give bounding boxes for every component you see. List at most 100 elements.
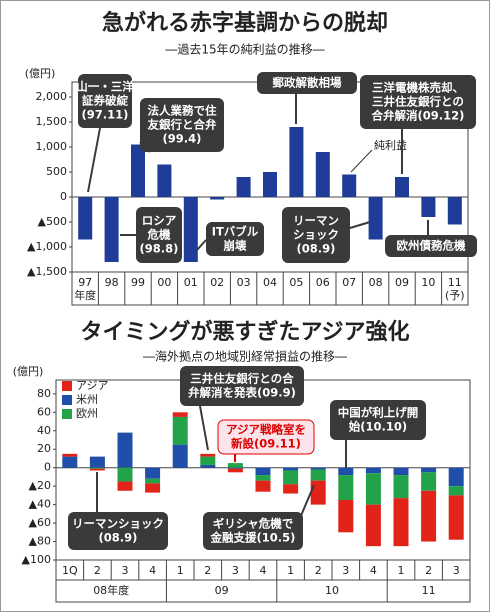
bar bbox=[368, 197, 383, 240]
x-tick-label: 3 bbox=[232, 564, 239, 577]
x-group-label: 09 bbox=[215, 584, 229, 597]
x-tick-label: 03 bbox=[237, 276, 251, 289]
bar bbox=[62, 456, 78, 468]
annotation-text: 三井住友銀行との bbox=[372, 95, 464, 109]
y-tick-label: ▲40 bbox=[29, 498, 51, 511]
annotation-box bbox=[206, 222, 264, 256]
bar bbox=[255, 475, 271, 481]
annotation-box bbox=[257, 72, 357, 94]
chart-subtitle: ―過去15年の純利益の推移― bbox=[165, 43, 324, 57]
bar bbox=[395, 177, 409, 197]
bar bbox=[365, 473, 381, 505]
y-unit: (億円) bbox=[25, 67, 56, 80]
annotation-text: ギリシャ危機で bbox=[213, 517, 294, 531]
bar bbox=[227, 467, 243, 469]
bar bbox=[89, 456, 105, 468]
y-tick-label: ▲20 bbox=[29, 479, 51, 492]
bar bbox=[227, 463, 243, 468]
annotation-pointer bbox=[87, 127, 101, 193]
bar bbox=[289, 127, 304, 197]
annotation-text: アジア戦略室を bbox=[226, 423, 306, 437]
bar bbox=[421, 472, 437, 491]
annotation-text: 中国が利上げ開 bbox=[338, 406, 419, 420]
x-tick-label: 2 bbox=[94, 564, 101, 577]
bar bbox=[421, 467, 437, 473]
annotation-text: 金融支援(10.5) bbox=[210, 531, 296, 545]
bar bbox=[338, 500, 354, 533]
annotation-text: 三井住友銀行との合 bbox=[190, 372, 294, 386]
x-tick-label: 98 bbox=[105, 276, 119, 289]
annotation-box bbox=[136, 207, 182, 263]
x-group-label: 10 bbox=[325, 584, 339, 597]
x-group-label: 11 bbox=[422, 584, 436, 597]
annotation-box bbox=[330, 400, 426, 440]
x-tick-label: 2 bbox=[204, 564, 211, 577]
y-tick-label: ▲500 bbox=[38, 215, 67, 228]
x-unit: 年度 bbox=[74, 288, 96, 302]
bar bbox=[89, 468, 105, 471]
annotation-text: リーマン bbox=[293, 214, 339, 228]
bar bbox=[283, 470, 299, 485]
bar bbox=[365, 504, 381, 547]
legend-swatch bbox=[62, 381, 72, 391]
bar bbox=[310, 469, 326, 481]
x-tick-label: 08 bbox=[369, 276, 383, 289]
bar bbox=[183, 197, 198, 262]
y-tick-label: ▲60 bbox=[29, 516, 51, 529]
bar bbox=[131, 144, 145, 197]
bar bbox=[145, 483, 161, 493]
x-tick-label: 99 bbox=[131, 276, 145, 289]
y-tick-label: 40 bbox=[37, 424, 51, 437]
y-tick-label: ▲80 bbox=[29, 535, 51, 548]
bar bbox=[338, 475, 354, 500]
bar bbox=[310, 480, 326, 505]
bar bbox=[393, 475, 409, 499]
series-label-pointer bbox=[350, 149, 373, 173]
annotation-text: (98.8) bbox=[140, 242, 179, 256]
annotation-text: 危機 bbox=[147, 228, 171, 242]
annotation-box bbox=[203, 512, 303, 550]
bar bbox=[172, 444, 188, 468]
annotation-text: 始(10.10) bbox=[349, 420, 407, 434]
bar bbox=[172, 412, 188, 417]
x-tick-label: 11 bbox=[448, 276, 462, 289]
bar bbox=[421, 490, 437, 542]
y-tick-label: 80 bbox=[37, 387, 51, 400]
x-tick-label: 02 bbox=[210, 276, 224, 289]
y-tick-label: 0 bbox=[60, 190, 67, 203]
bar bbox=[200, 464, 216, 468]
y-tick-label: 1,500 bbox=[36, 115, 68, 128]
y-tick-label: 1,000 bbox=[36, 140, 68, 153]
annotation-box bbox=[217, 419, 315, 455]
annotation-box bbox=[360, 75, 476, 129]
chart-title: タイミングが悪すぎたアジア強化 bbox=[80, 319, 409, 345]
y-tick-label: 60 bbox=[37, 405, 51, 418]
x-tick-label: 4 bbox=[260, 564, 267, 577]
bar bbox=[263, 172, 277, 197]
x-tick-label: 06 bbox=[316, 276, 330, 289]
bar bbox=[255, 480, 271, 492]
x-tick-label: 1 bbox=[177, 564, 184, 577]
x-tick-label: 01 bbox=[184, 276, 198, 289]
legend-label: 米州 bbox=[76, 393, 98, 406]
y-tick-label: 2,000 bbox=[36, 90, 68, 103]
x-tick-label: 05 bbox=[289, 276, 303, 289]
x-tick-label: 2 bbox=[425, 564, 432, 577]
x-tick-label: 4 bbox=[370, 564, 377, 577]
annotation-text: 合弁解消(09.12) bbox=[372, 109, 465, 123]
annotation-text: 証券破綻 bbox=[82, 94, 128, 108]
bar bbox=[236, 177, 251, 197]
bar bbox=[310, 467, 326, 470]
bar bbox=[393, 498, 409, 547]
bar bbox=[200, 456, 216, 465]
bar bbox=[78, 197, 93, 240]
annotation-box bbox=[140, 98, 224, 152]
bar bbox=[117, 467, 133, 482]
bar bbox=[157, 164, 172, 197]
bar bbox=[89, 467, 105, 469]
annotation-text: リーマンショック bbox=[72, 517, 164, 531]
annotation-text: 三洋電機株売却、 bbox=[372, 81, 464, 95]
annotation-box bbox=[385, 235, 477, 257]
annotation-text: ロシア bbox=[142, 214, 177, 228]
